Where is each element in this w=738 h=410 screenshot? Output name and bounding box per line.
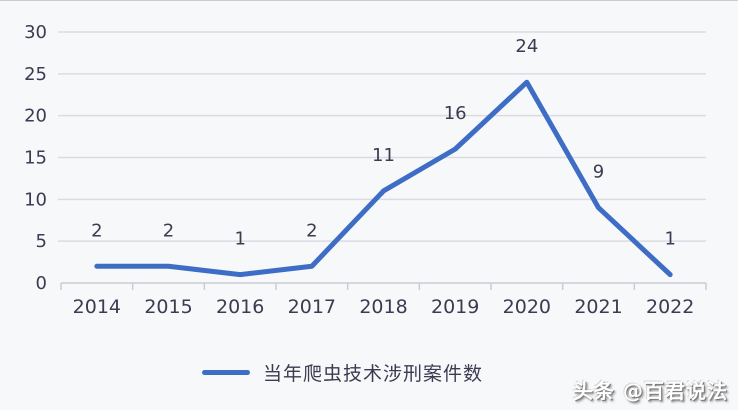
svg-text:2: 2 (91, 220, 102, 241)
svg-text:9: 9 (593, 162, 604, 183)
svg-text:15: 15 (24, 148, 47, 169)
svg-text:2021: 2021 (574, 296, 622, 318)
watermark: 头条 @百君说法 (573, 379, 728, 403)
svg-text:2: 2 (163, 220, 174, 241)
data-labels: 2 2 1 2 11 16 24 9 1 (91, 36, 676, 249)
svg-text:10: 10 (24, 189, 47, 210)
data-line (94, 79, 673, 278)
svg-text:2015: 2015 (144, 296, 192, 318)
svg-text:1: 1 (664, 229, 675, 250)
legend-label: 当年爬虫技术涉刑案件数 (263, 363, 484, 385)
svg-text:20: 20 (24, 106, 47, 127)
x-axis (60, 282, 707, 290)
svg-text:11: 11 (372, 145, 395, 166)
svg-text:1: 1 (234, 229, 245, 250)
svg-text:2017: 2017 (288, 296, 336, 318)
svg-text:16: 16 (444, 103, 467, 124)
svg-text:2020: 2020 (503, 296, 551, 318)
y-axis-tick-labels: 0 5 10 15 20 25 30 (24, 22, 47, 294)
svg-text:2016: 2016 (216, 296, 264, 318)
svg-text:25: 25 (24, 64, 47, 85)
svg-text:0: 0 (36, 273, 47, 294)
svg-text:5: 5 (36, 231, 47, 252)
svg-text:2022: 2022 (646, 296, 694, 318)
svg-text:2: 2 (306, 220, 317, 241)
gridlines (58, 31, 706, 242)
svg-text:2014: 2014 (73, 296, 121, 318)
legend: 当年爬虫技术涉刑案件数 (202, 359, 483, 386)
svg-text:30: 30 (24, 22, 47, 43)
svg-text:2019: 2019 (431, 296, 479, 318)
x-axis-tick-labels: 2014 2015 2016 2017 2018 2019 2020 2021 2022 (73, 296, 695, 318)
svg-text:24: 24 (515, 36, 538, 57)
svg-text:2018: 2018 (359, 296, 407, 318)
legend-line-swatch (202, 370, 250, 375)
